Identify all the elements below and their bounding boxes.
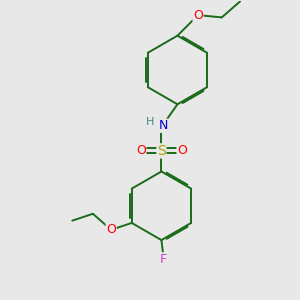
Text: O: O — [177, 144, 187, 158]
Text: N: N — [159, 119, 168, 132]
Text: O: O — [193, 9, 203, 22]
Text: F: F — [160, 253, 167, 266]
Text: H: H — [146, 117, 154, 127]
Text: S: S — [157, 144, 166, 158]
Text: O: O — [106, 223, 116, 236]
Text: O: O — [136, 144, 146, 158]
